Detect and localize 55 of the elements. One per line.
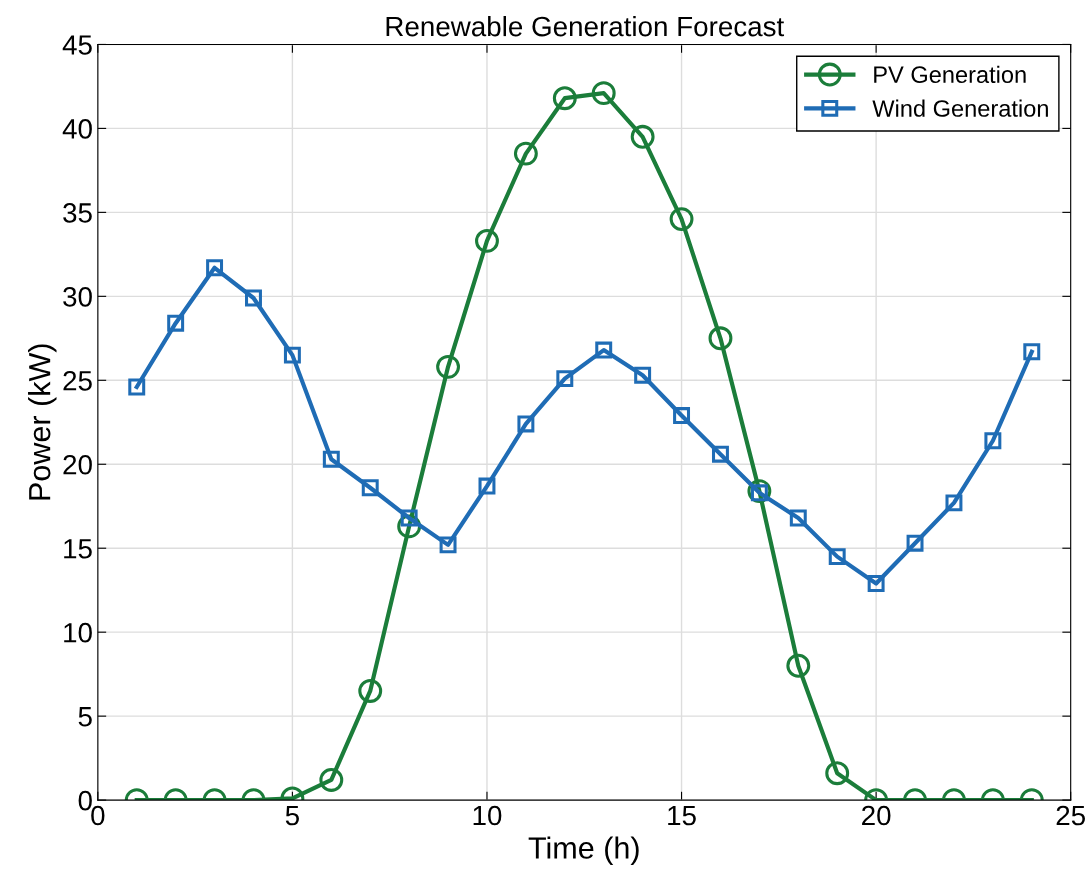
- x-tick-label: 25: [1056, 805, 1085, 826]
- x-tick-label: 5: [285, 805, 299, 826]
- point: [478, 477, 496, 495]
- point: [206, 259, 224, 277]
- point: [517, 415, 535, 433]
- point: [906, 534, 924, 552]
- point: [475, 228, 499, 253]
- point: [708, 326, 733, 351]
- point: [945, 494, 963, 512]
- y-tick-label: 0: [78, 790, 92, 811]
- y-tick-label: 35: [63, 203, 92, 223]
- point: [552, 86, 577, 111]
- point: [711, 445, 729, 463]
- point: [322, 450, 340, 468]
- x-axis-title: Time (h): [528, 836, 639, 865]
- point: [591, 81, 616, 106]
- point: [634, 366, 652, 384]
- point: [439, 536, 457, 554]
- chart-title: Renewable Generation Forecast: [386, 15, 785, 37]
- point: [828, 548, 846, 566]
- point: [669, 207, 694, 232]
- y-tick-label: 5: [78, 707, 92, 727]
- point: [245, 289, 262, 307]
- point: [436, 354, 461, 379]
- x-tick-label: 10: [473, 805, 502, 826]
- point: [825, 761, 850, 786]
- point: [673, 407, 691, 425]
- point: [128, 378, 146, 396]
- y-tick-label: 15: [64, 539, 92, 559]
- point: [867, 575, 885, 592]
- y-tick-label: 25: [63, 370, 92, 391]
- point: [595, 341, 613, 359]
- point: [1023, 343, 1041, 361]
- legend-label: PV Generation: [874, 65, 1026, 84]
- point: [789, 509, 807, 527]
- y-tick-label: 45: [62, 35, 92, 55]
- point: [283, 346, 301, 364]
- y-tick-label: 40: [62, 119, 92, 139]
- x-tick-label: 0: [91, 805, 105, 826]
- point: [358, 679, 383, 703]
- y-tick-label: 30: [63, 287, 92, 307]
- y-tick-label: 10: [64, 622, 92, 643]
- y-axis-title: Power (kW): [28, 344, 57, 500]
- x-tick-label: 15: [668, 805, 696, 826]
- point: [319, 768, 344, 792]
- y-tick-label: 20: [63, 454, 92, 475]
- point: [513, 141, 538, 166]
- x-tick-label: 20: [862, 805, 891, 826]
- legend-label: Wind Generation: [872, 99, 1048, 117]
- point: [556, 370, 574, 388]
- point: [984, 432, 1002, 450]
- point: [786, 653, 811, 678]
- point: [630, 124, 655, 149]
- point: [167, 314, 185, 332]
- point: [361, 479, 379, 497]
